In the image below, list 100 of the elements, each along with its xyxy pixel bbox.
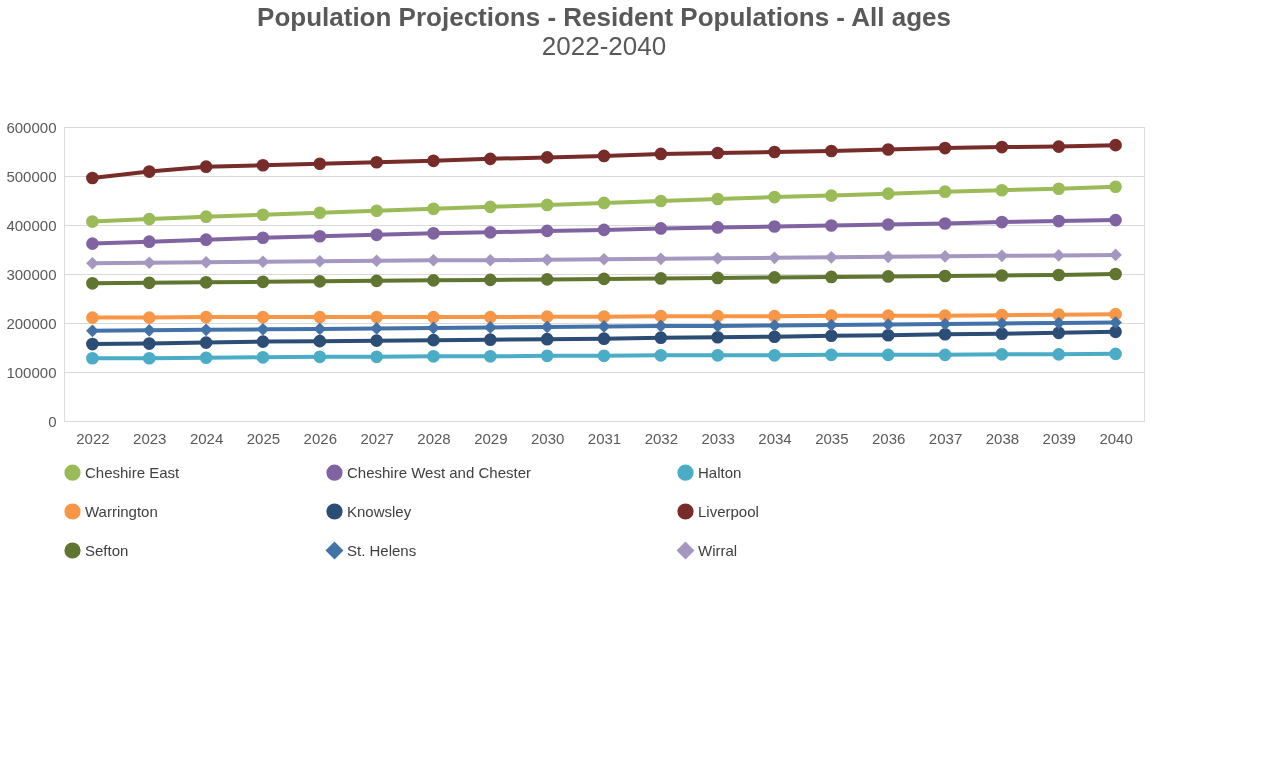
x-tick-label: 2024 <box>189 429 224 447</box>
point <box>1109 213 1122 227</box>
point <box>881 143 895 156</box>
point <box>597 349 611 363</box>
point <box>427 310 440 324</box>
point <box>654 309 668 323</box>
point <box>995 269 1009 282</box>
point <box>370 350 383 364</box>
point <box>483 253 497 267</box>
point <box>142 351 156 365</box>
point <box>540 253 554 267</box>
point <box>768 145 781 159</box>
y-tick-label: 600000 <box>6 118 57 136</box>
point <box>427 333 440 347</box>
point <box>597 332 611 345</box>
point <box>142 311 156 324</box>
point <box>427 253 440 267</box>
point <box>199 160 213 173</box>
point <box>938 348 952 362</box>
point <box>654 349 668 362</box>
point <box>597 310 611 323</box>
y-tick-label: 100000 <box>6 363 57 381</box>
point <box>881 187 895 200</box>
point <box>540 320 554 334</box>
point <box>256 335 270 348</box>
x-tick-label: 2034 <box>758 429 792 447</box>
point <box>597 149 611 163</box>
point <box>825 219 838 232</box>
point <box>313 334 327 348</box>
point <box>370 228 383 242</box>
point <box>938 269 952 283</box>
point <box>938 317 952 331</box>
x-tick-label: 2033 <box>701 429 735 447</box>
point <box>881 328 895 342</box>
point <box>1109 138 1122 152</box>
point <box>938 217 952 230</box>
point <box>711 271 725 285</box>
point <box>711 192 725 206</box>
point <box>142 276 156 290</box>
point <box>1052 326 1066 340</box>
point <box>142 324 156 337</box>
point <box>654 252 668 266</box>
x-tick-label: 2029 <box>474 429 508 447</box>
point <box>825 329 838 343</box>
point <box>256 231 270 245</box>
point <box>995 348 1009 361</box>
point <box>881 218 895 231</box>
point <box>825 270 838 284</box>
point <box>256 158 270 172</box>
point <box>370 204 383 218</box>
point <box>825 318 838 332</box>
point <box>313 157 327 171</box>
point <box>370 310 383 324</box>
point <box>142 235 156 248</box>
point <box>540 310 554 323</box>
point <box>199 323 213 337</box>
point <box>86 351 99 365</box>
point <box>938 141 952 155</box>
point <box>768 190 781 204</box>
point <box>199 276 213 289</box>
point <box>825 348 838 362</box>
x-tick-label: 2023 <box>133 429 167 447</box>
x-tick-label: 2039 <box>1042 429 1076 447</box>
point <box>86 311 99 324</box>
x-tick-label: 2030 <box>530 429 565 447</box>
point <box>370 254 383 268</box>
point <box>142 337 156 350</box>
point <box>711 252 725 265</box>
point <box>313 310 327 324</box>
point <box>483 152 497 166</box>
point <box>370 334 383 347</box>
point <box>256 275 270 289</box>
point <box>938 327 952 341</box>
x-tick-label: 2036 <box>872 429 906 447</box>
point <box>540 349 554 363</box>
point <box>483 333 497 346</box>
point <box>768 349 781 362</box>
point <box>768 330 781 344</box>
point <box>654 222 668 235</box>
point <box>483 226 497 239</box>
x-tick-label: 2027 <box>360 429 394 447</box>
point <box>256 255 270 269</box>
point <box>199 351 213 365</box>
point <box>313 275 327 288</box>
point <box>597 223 611 237</box>
point <box>654 272 668 285</box>
legend-label: Knowsley <box>347 502 412 520</box>
x-tick-label: 2035 <box>815 429 849 447</box>
point <box>825 189 838 202</box>
x-tick-label: 2038 <box>985 429 1020 447</box>
point <box>1052 140 1066 153</box>
point <box>540 332 554 346</box>
point <box>881 348 895 362</box>
point <box>256 310 270 324</box>
point <box>768 251 781 265</box>
x-tick-label: 2026 <box>303 429 337 447</box>
point <box>1052 249 1066 262</box>
legend-label: Halton <box>698 463 742 481</box>
point <box>711 146 725 160</box>
point <box>313 350 327 364</box>
